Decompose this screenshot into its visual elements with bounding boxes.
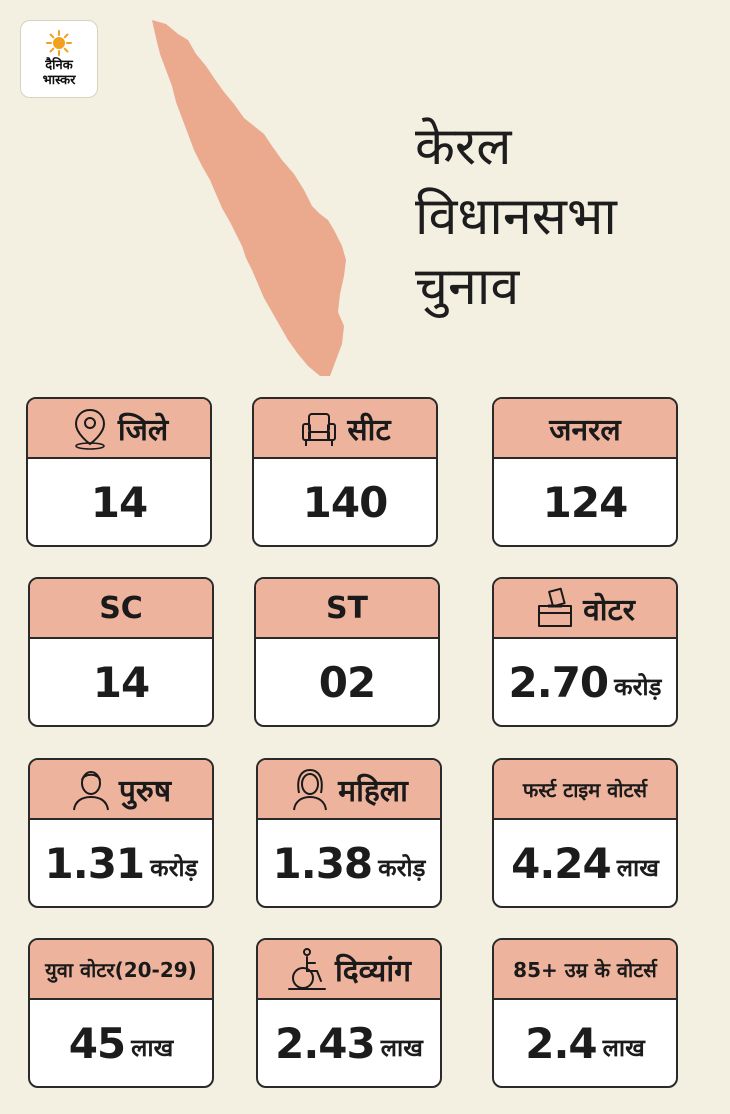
stat-card-women: महिला 1.38 करोड़ [256,758,442,908]
headline-line-2: विधानसभा [415,187,617,247]
stat-value: 1.31 [44,838,146,888]
stat-label: पुरुष [118,773,172,809]
stat-unit: लाख [380,1033,423,1062]
stat-label: फर्स्ट टाइम वोटर्स [522,777,648,802]
stat-label: सीट [347,412,391,448]
sun-icon [46,30,72,56]
stat-value: 124 [542,477,629,527]
headline-line-3: चुनाव [415,257,520,317]
stat-label: दिव्यांग [334,953,412,989]
stat-card-sc: SC 14 [28,577,214,727]
stat-unit: करोड़ [150,853,198,882]
stat-card-header: युवा वोटर(20-29) [30,940,212,1000]
stat-unit: लाख [616,853,659,882]
stat-card-seats: सीट 140 [252,397,438,547]
stat-card-general: जनरल 124 [492,397,678,547]
stat-card-districts: जिले 14 [26,397,212,547]
stat-card-young-voters: युवा वोटर(20-29) 45 लाख [28,938,214,1088]
stat-label: युवा वोटर(20-29) [45,957,197,982]
stat-value: 2.70 [508,657,610,707]
dainik-bhaskar-logo: दैनिक भास्कर [20,20,98,98]
stat-card-header: जिले [28,399,210,459]
stat-card-header: सीट [254,399,436,459]
stat-card-header: महिला [258,760,440,820]
stat-value: 1.38 [272,838,374,888]
stat-label: जनरल [549,412,621,448]
stat-label: ST [325,590,369,626]
stat-card-85-plus-voters: 85+ उम्र के वोटर्स 2.4 लाख [492,938,678,1088]
stat-card-voters: वोटर 2.70 करोड़ [492,577,678,727]
location-pin-icon [74,408,105,450]
stat-card-header: फर्स्ट टाइम वोटर्स [494,760,676,820]
stat-value: 45 [68,1018,126,1068]
stat-card-header: ST [256,579,438,639]
stat-value: 14 [90,477,148,527]
stat-card-men: पुरुष 1.31 करोड़ [28,758,214,908]
headline: केरल विधानसभा चुनाव [415,112,617,322]
headline-line-1: केरल [415,117,512,177]
stat-card-header: जनरल [494,399,676,459]
stat-card-header: वोटर [494,579,676,639]
stat-card-header: SC [30,579,212,639]
stat-card-header: 85+ उम्र के वोटर्स [494,940,676,1000]
stat-value: 4.24 [511,838,612,888]
stat-label: जिले [117,412,169,448]
stat-value: 14 [92,657,150,707]
logo-line-2: भास्कर [42,73,76,88]
stat-label: 85+ उम्र के वोटर्स [513,957,657,982]
ballot-box-icon [538,587,573,627]
woman-icon [293,768,328,811]
stat-card-st: ST 02 [254,577,440,727]
stat-label: महिला [338,773,408,809]
kerala-map [152,20,346,376]
logo-line-1: दैनिक [45,58,73,73]
wheelchair-icon [287,948,326,990]
stat-card-first-time-voters: फर्स्ट टाइम वोटर्स 4.24 लाख [492,758,678,908]
stat-unit: करोड़ [614,672,662,701]
stat-card-header: पुरुष [30,760,212,820]
stat-label: वोटर [583,592,635,628]
stat-label: SC [99,590,143,626]
stat-unit: लाख [131,1033,174,1062]
stat-card-header: दिव्यांग [258,940,440,1000]
stat-value: 2.43 [275,1018,376,1068]
armchair-icon [302,413,337,446]
stat-unit: लाख [602,1033,645,1062]
stat-value: 140 [302,477,389,527]
stat-card-disabled: दिव्यांग 2.43 लाख [256,938,442,1088]
stat-value: 2.4 [525,1018,597,1068]
stat-unit: करोड़ [378,853,426,882]
stat-value: 02 [318,657,376,707]
man-icon [72,771,109,811]
